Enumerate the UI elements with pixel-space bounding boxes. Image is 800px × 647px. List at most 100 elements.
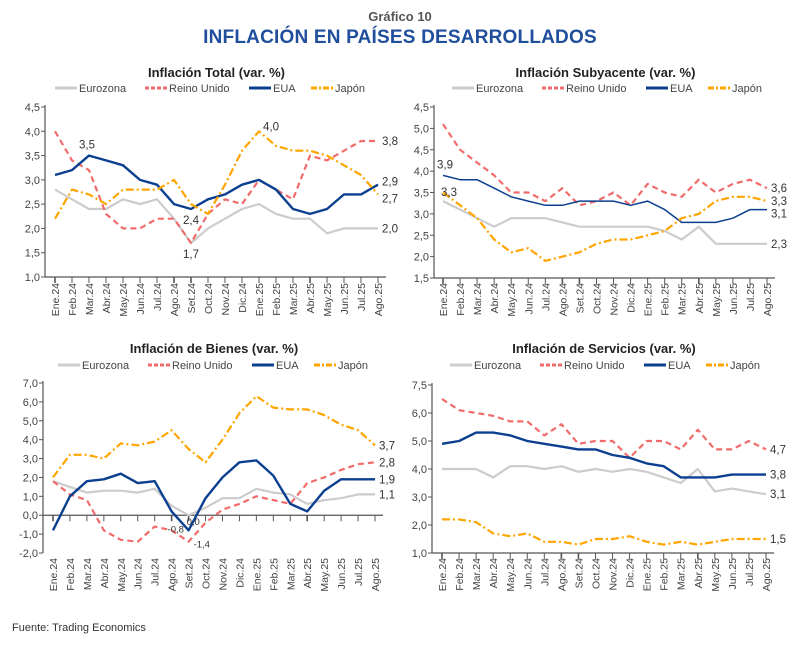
x-tick-label: Abr.24 xyxy=(99,558,111,589)
x-tick-label: Oct.24 xyxy=(201,558,213,589)
y-tick-label: 7,5 xyxy=(412,380,427,392)
y-tick-label: 4,0 xyxy=(414,166,429,178)
x-tick-label: Jun.24 xyxy=(133,558,145,590)
legend-label: Reino Unido xyxy=(564,360,625,372)
legend-item-japon: Japón xyxy=(706,360,760,372)
legend-item-eurozona: Eurozona xyxy=(55,83,127,95)
x-tick-label: Set.24 xyxy=(186,283,198,314)
y-tick-label: 4,5 xyxy=(25,102,40,114)
y-tick-label: 4,0 xyxy=(23,435,38,447)
legend-label: Eurozona xyxy=(82,360,130,372)
legend-item-reino-unido: Reino Unido xyxy=(540,360,625,372)
x-tick-label: Jul.25 xyxy=(745,283,757,311)
series-line-japon xyxy=(442,191,768,262)
x-tick-label: Mar.24 xyxy=(84,283,96,315)
x-tick-label: Mar.25 xyxy=(285,558,297,590)
x-tick-label: Ene.24 xyxy=(438,283,450,316)
legend-item-eua: EUA xyxy=(249,83,296,95)
x-tick-label: Jul.24 xyxy=(150,558,162,586)
y-tick-label: 6,0 xyxy=(23,397,38,409)
x-tick-label: Ago.25 xyxy=(373,283,385,316)
series-line-reino-unido xyxy=(442,123,768,207)
x-tick-label: Feb.24 xyxy=(65,558,77,591)
data-label: 3,6 xyxy=(771,183,787,195)
data-label: 3,8 xyxy=(382,136,398,148)
x-tick-label: Ene.24 xyxy=(48,558,60,591)
x-tick-label: Dic.24 xyxy=(237,283,249,313)
y-tick-label: 2,0 xyxy=(412,520,427,532)
x-tick-label: Abr.24 xyxy=(101,283,113,314)
data-label: 3,5 xyxy=(79,140,95,152)
x-tick-label: Set.24 xyxy=(574,283,586,314)
x-tick-label: Jul.25 xyxy=(744,558,756,586)
legend-label: Japón xyxy=(730,360,760,372)
y-tick-label: 3,5 xyxy=(414,188,429,200)
x-tick-label: Feb.25 xyxy=(268,558,280,591)
figure-number: Gráfico 10 xyxy=(368,9,432,24)
y-tick-label: 1,0 xyxy=(23,491,38,503)
x-tick-label: Abr.25 xyxy=(694,283,706,314)
y-tick-label: 6,0 xyxy=(412,408,427,420)
data-label: 3,7 xyxy=(379,440,395,452)
data-label: 2,4 xyxy=(183,215,200,227)
y-tick-label: 4,5 xyxy=(414,145,429,157)
legend-label: Reino Unido xyxy=(566,83,627,95)
x-tick-label: Ene.24 xyxy=(437,558,449,591)
legend-item-eua: EUA xyxy=(644,360,691,372)
x-tick-label: May.25 xyxy=(711,283,723,317)
legend-item-japon: Japón xyxy=(708,83,762,95)
y-tick-label: 1,0 xyxy=(25,272,40,284)
data-label: 2,9 xyxy=(382,177,398,189)
legend-item-reino-unido: Reino Unido xyxy=(148,360,233,372)
x-tick-label: Mar.24 xyxy=(471,558,483,590)
series-line-japon xyxy=(52,395,376,479)
x-tick-label: Ago.25 xyxy=(762,283,774,316)
y-tick-label: 1,0 xyxy=(412,548,427,560)
x-tick-label: Nov.24 xyxy=(609,283,621,316)
y-tick-label: -2,0 xyxy=(19,548,38,560)
x-tick-label: Feb.24 xyxy=(454,558,466,591)
y-tick-label: 4,0 xyxy=(25,126,40,138)
data-label: 0,0 xyxy=(187,517,200,528)
x-tick-label: Dic.24 xyxy=(234,558,246,588)
series-line-reino-unido xyxy=(54,130,378,245)
series-line-reino-unido xyxy=(441,398,767,459)
figure-title: INFLACIÓN EN PAÍSES DESARROLLADOS xyxy=(203,27,597,48)
x-tick-label: Mar.25 xyxy=(677,283,689,315)
y-tick-label: 3,0 xyxy=(23,454,38,466)
chart-title: Inflación de Bienes (var. %) xyxy=(130,341,298,356)
x-tick-label: Abr.25 xyxy=(693,558,705,589)
x-tick-label: Jun.25 xyxy=(728,283,740,315)
x-tick-label: Dic.24 xyxy=(626,283,638,313)
legend-item-eua: EUA xyxy=(252,360,299,372)
legend-label: Reino Unido xyxy=(169,83,230,95)
y-tick-label: 5,0 xyxy=(414,123,429,135)
x-tick-label: Ago.24 xyxy=(556,558,568,591)
data-label: 1,1 xyxy=(379,489,395,501)
x-tick-label: Nov.24 xyxy=(220,283,232,316)
series-line-japon xyxy=(442,518,766,546)
x-tick-label: Ene.25 xyxy=(251,558,263,591)
data-label: 3,3 xyxy=(441,187,457,199)
legend-label: EUA xyxy=(273,83,296,95)
data-label: 3,8 xyxy=(770,470,786,482)
chart-title: Inflación de Servicios (var. %) xyxy=(512,341,696,356)
x-tick-label: Mar.25 xyxy=(676,558,688,590)
y-tick-label: -1,0 xyxy=(19,529,38,541)
chart-title: Inflación Subyacente (var. %) xyxy=(516,65,696,80)
legend-label: Eurozona xyxy=(79,83,127,95)
data-label: 2,0 xyxy=(382,223,398,235)
legend-label: Japón xyxy=(732,83,762,95)
x-tick-label: Oct.24 xyxy=(591,283,603,314)
y-tick-label: 3,5 xyxy=(25,151,40,163)
series-line-eurozona xyxy=(442,465,767,496)
legend-label: Eurozona xyxy=(474,360,522,372)
y-tick-label: 5,0 xyxy=(23,416,38,428)
series-line-eurozona xyxy=(442,200,767,245)
x-tick-label: Jun.25 xyxy=(727,558,739,590)
x-tick-label: Jun.25 xyxy=(339,283,351,315)
legend-item-eurozona: Eurozona xyxy=(450,360,522,372)
x-tick-label: Ago.25 xyxy=(370,558,382,591)
data-label: 3,9 xyxy=(437,159,453,171)
